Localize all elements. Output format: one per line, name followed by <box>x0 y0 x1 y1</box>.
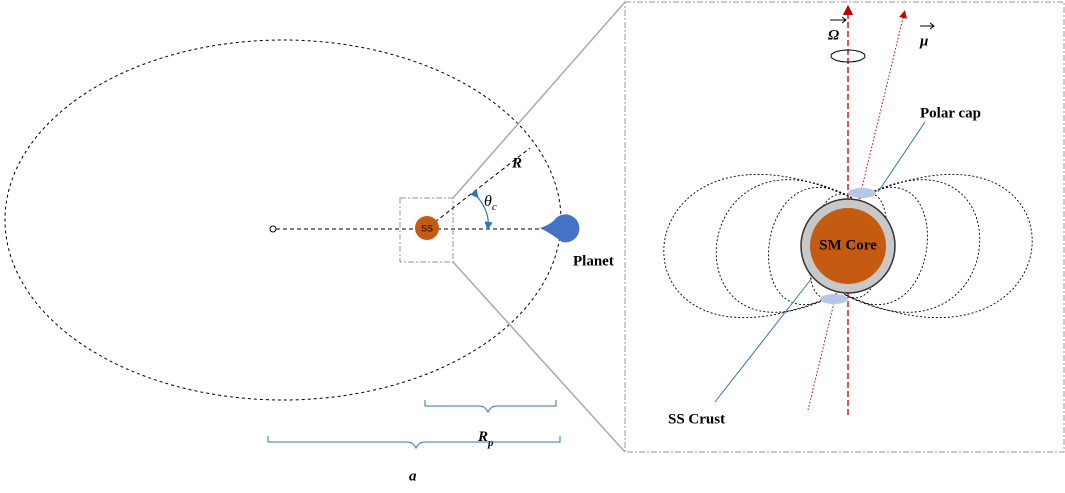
brace <box>267 436 561 450</box>
core <box>810 208 886 284</box>
polar-cap <box>848 188 876 198</box>
rotation-arrow <box>830 49 866 63</box>
crust-label: SS Crust <box>668 411 725 427</box>
spin-label: Ω <box>828 27 839 43</box>
leader-line <box>877 121 926 193</box>
angle-sub: c <box>492 201 497 213</box>
polar-cap-label: Polar cap <box>920 105 981 121</box>
zoom-panel <box>624 1 1065 453</box>
angle-arc <box>470 189 493 231</box>
focus <box>269 225 277 233</box>
zoom-line <box>452 261 626 453</box>
field-line <box>715 179 853 313</box>
semi-major-label: a <box>409 468 417 484</box>
angle-label: θc <box>484 193 497 213</box>
star <box>415 216 439 240</box>
radius-line <box>434 147 531 223</box>
leader-line <box>714 277 813 403</box>
periapsis-label: Rp <box>477 429 494 448</box>
planet <box>540 214 580 243</box>
magnetic-label: μ <box>919 33 928 49</box>
field-line <box>843 174 1033 318</box>
planet-label: Planet <box>573 253 614 269</box>
field-line <box>843 187 928 305</box>
vector-arrow <box>830 16 847 24</box>
zoom-box <box>399 197 454 263</box>
star-label: SS <box>421 223 433 233</box>
radius-label: R <box>511 155 522 171</box>
periapsis-base: R <box>477 429 488 445</box>
brace <box>424 400 557 414</box>
periapsis-sub: p <box>487 437 494 449</box>
orbit <box>4 39 562 401</box>
field-line <box>663 174 853 318</box>
zoom-line <box>452 1 626 199</box>
vector-arrow <box>920 22 935 30</box>
field-line <box>843 179 981 313</box>
polar-cap <box>820 294 848 304</box>
angle-base: θ <box>484 193 492 210</box>
core-label: SM Core <box>819 237 877 253</box>
field-lines <box>663 174 1033 318</box>
